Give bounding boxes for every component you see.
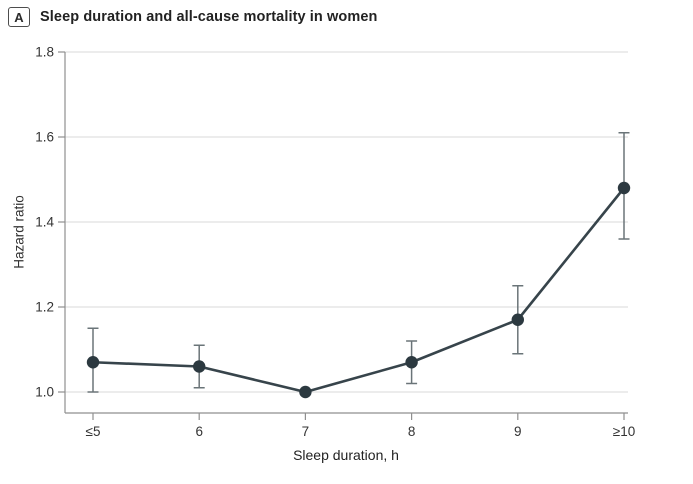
- data-point: [193, 360, 206, 373]
- panel-label: A: [8, 7, 30, 27]
- x-tick-label: ≥10: [613, 424, 635, 439]
- x-tick-label: 7: [302, 424, 310, 439]
- data-point: [405, 356, 418, 369]
- data-point: [86, 356, 100, 369]
- figure-header: A Sleep duration and all-cause mortality…: [8, 7, 377, 27]
- x-tick-label: 8: [408, 424, 416, 439]
- y-tick-label: 1.6: [35, 130, 54, 145]
- data-point: [299, 385, 312, 399]
- figure-title: Sleep duration and all-cause mortality i…: [40, 9, 378, 25]
- y-tick-label: 1.4: [35, 215, 54, 230]
- trend-line: [91, 186, 626, 394]
- data-point: [511, 313, 524, 326]
- y-tick-label: 1.2: [35, 300, 54, 315]
- y-tick-label: 1.8: [35, 45, 54, 60]
- y-tick-label: 1.0: [35, 385, 54, 400]
- x-tick-label: ≤5: [86, 424, 101, 439]
- x-tick-label: 9: [514, 424, 522, 439]
- data-point: [617, 181, 631, 195]
- x-tick-label: 6: [195, 424, 203, 439]
- x-axis-title: Sleep duration, h: [293, 447, 399, 463]
- y-axis-title: Hazard ratio: [11, 195, 27, 269]
